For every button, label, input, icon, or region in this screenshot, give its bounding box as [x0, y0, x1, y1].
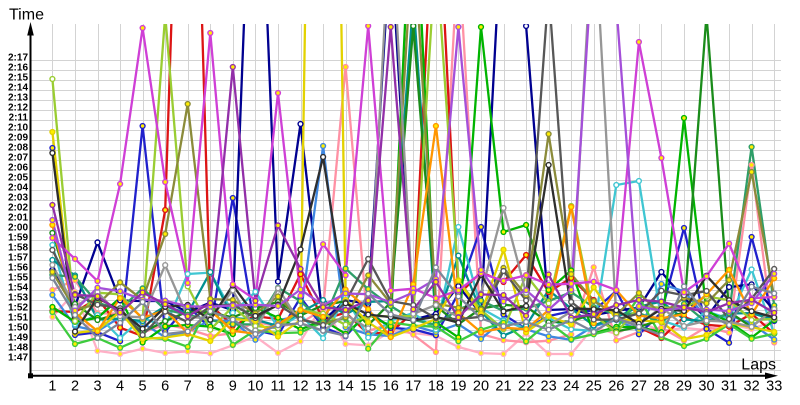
svg-text:1:49: 1:49: [8, 333, 28, 344]
svg-text:1:53: 1:53: [8, 293, 28, 304]
svg-text:16: 16: [383, 379, 399, 395]
svg-text:1:54: 1:54: [8, 283, 28, 294]
svg-text:1: 1: [48, 379, 56, 395]
svg-text:2:03: 2:03: [8, 193, 28, 204]
svg-text:2:12: 2:12: [8, 103, 28, 114]
svg-text:31: 31: [721, 379, 737, 395]
svg-text:17: 17: [405, 379, 421, 395]
svg-text:11: 11: [270, 379, 285, 395]
svg-text:30: 30: [698, 379, 714, 395]
svg-text:12: 12: [292, 379, 308, 395]
svg-text:15: 15: [360, 379, 376, 395]
svg-text:2:06: 2:06: [8, 163, 28, 174]
svg-text:23: 23: [541, 379, 557, 395]
svg-text:2:08: 2:08: [8, 143, 28, 154]
svg-text:24: 24: [563, 379, 579, 395]
svg-text:7: 7: [184, 379, 192, 395]
svg-text:33: 33: [766, 379, 782, 395]
svg-text:Laps: Laps: [741, 357, 776, 374]
svg-text:26: 26: [608, 379, 624, 395]
svg-text:1:48: 1:48: [8, 343, 28, 354]
svg-text:Time: Time: [9, 7, 44, 24]
svg-text:28: 28: [653, 379, 669, 395]
svg-text:19: 19: [450, 379, 466, 395]
svg-text:2:07: 2:07: [8, 153, 28, 164]
svg-text:2:00: 2:00: [8, 223, 28, 234]
svg-text:1:57: 1:57: [8, 253, 28, 264]
svg-text:2: 2: [71, 379, 79, 395]
svg-text:2:11: 2:11: [9, 113, 29, 124]
svg-text:2:01: 2:01: [8, 213, 28, 224]
svg-text:4: 4: [116, 379, 124, 395]
svg-text:9: 9: [229, 379, 237, 395]
svg-text:2:09: 2:09: [8, 133, 28, 144]
svg-text:20: 20: [473, 379, 489, 395]
svg-text:29: 29: [676, 379, 692, 395]
svg-text:6: 6: [161, 379, 169, 395]
svg-text:2:10: 2:10: [8, 123, 28, 134]
svg-text:27: 27: [631, 379, 647, 395]
svg-text:2:02: 2:02: [8, 203, 28, 214]
svg-text:13: 13: [315, 379, 331, 395]
svg-text:25: 25: [586, 379, 602, 395]
svg-text:8: 8: [206, 379, 214, 395]
svg-text:2:05: 2:05: [8, 173, 28, 184]
svg-text:14: 14: [338, 379, 354, 395]
svg-text:32: 32: [744, 379, 760, 395]
svg-text:2:15: 2:15: [8, 73, 28, 84]
svg-text:1:58: 1:58: [8, 243, 28, 254]
svg-text:2:14: 2:14: [8, 83, 28, 94]
svg-text:22: 22: [518, 379, 534, 395]
svg-text:2:16: 2:16: [8, 63, 28, 74]
svg-text:1:51: 1:51: [8, 313, 28, 324]
svg-text:1:52: 1:52: [8, 303, 28, 314]
svg-text:1:56: 1:56: [8, 263, 28, 274]
svg-text:18: 18: [428, 379, 444, 395]
svg-text:2:13: 2:13: [8, 93, 28, 104]
svg-text:2:17: 2:17: [8, 53, 28, 64]
svg-text:2:04: 2:04: [8, 183, 28, 194]
svg-text:1:47: 1:47: [8, 353, 28, 364]
svg-text:3: 3: [93, 379, 101, 395]
svg-text:21: 21: [495, 379, 511, 395]
svg-text:1:55: 1:55: [8, 273, 28, 284]
svg-text:1:50: 1:50: [8, 323, 28, 334]
svg-text:5: 5: [139, 379, 147, 395]
svg-text:10: 10: [247, 379, 263, 395]
svg-text:1:59: 1:59: [8, 233, 28, 244]
